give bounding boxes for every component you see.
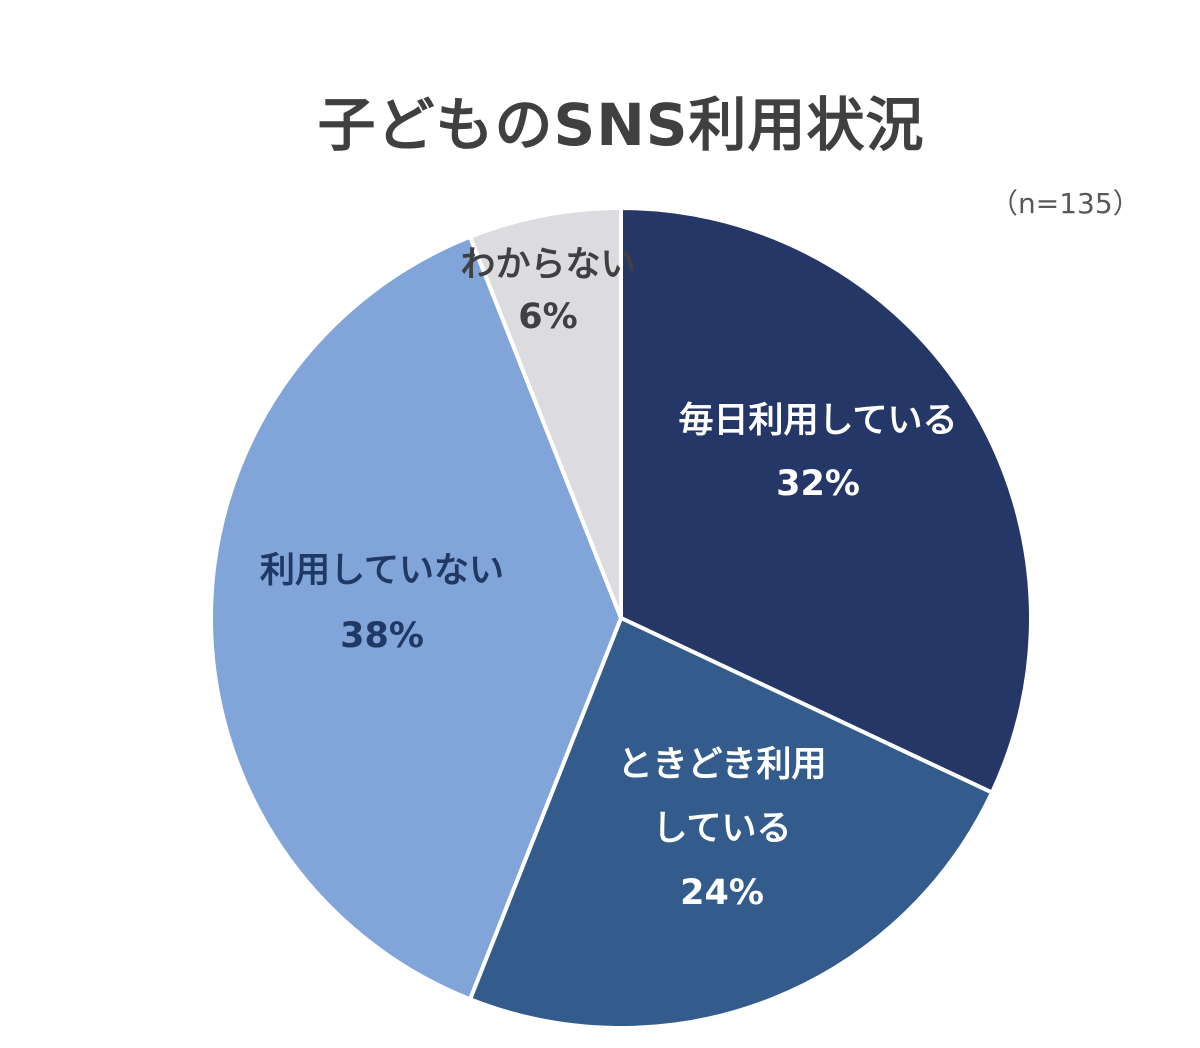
slice-value-label-3: 38% [340, 616, 424, 656]
pie-slice-2 [468, 616, 994, 1030]
slice-category-label-2: している [653, 809, 792, 849]
pie-slice-1 [619, 206, 1033, 795]
pie-slice-4 [468, 206, 623, 620]
slice-value-label-1: 32% [776, 464, 860, 504]
pie-slices [209, 206, 1033, 1030]
chart-title: 子どものSNS利用状況 [317, 91, 925, 159]
pie-slice-3 [209, 234, 623, 1002]
slice-value-label-2: 24% [680, 873, 764, 913]
slice-category-label-4: わからない [460, 245, 635, 285]
sample-size-note: （n=135） [990, 187, 1141, 220]
slice-category-label-3: 利用していない [260, 551, 504, 591]
slice-value-label-4: 6% [518, 297, 577, 337]
slice-category-label-2: ときどき利用 [618, 745, 827, 785]
slice-category-label-1: 毎日利用している [679, 401, 958, 441]
